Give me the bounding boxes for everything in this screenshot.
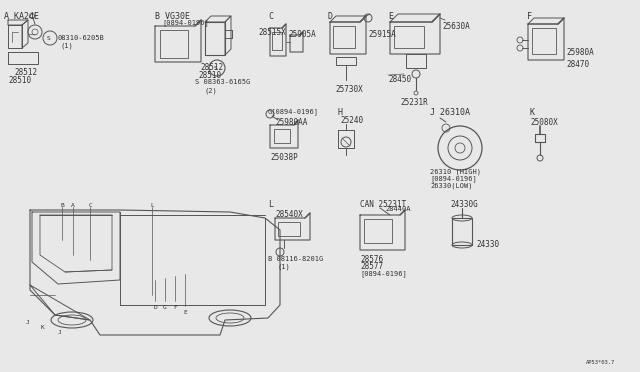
Text: (1): (1) [60, 42, 73, 48]
Text: G: G [163, 305, 167, 310]
Text: A: A [71, 203, 75, 208]
Text: 25240: 25240 [340, 116, 363, 125]
Text: 28512: 28512 [14, 68, 37, 77]
Text: 28470: 28470 [566, 60, 589, 69]
Bar [272, 32, 282, 50]
Text: B VG30E: B VG30E [155, 12, 190, 21]
Text: S: S [46, 35, 50, 41]
Text: 25905A: 25905A [288, 30, 316, 39]
Bar [336, 57, 356, 65]
Text: 25730X: 25730X [335, 85, 363, 94]
Text: 28440A: 28440A [385, 206, 410, 212]
Text: [0894-0196]: [0894-0196] [360, 270, 407, 277]
Text: (1): (1) [278, 263, 291, 269]
Bar [8, 52, 38, 64]
Text: 25231R: 25231R [400, 98, 428, 107]
Bar [274, 129, 290, 143]
Text: F: F [173, 305, 177, 310]
Text: C: C [88, 203, 92, 208]
Text: 28450: 28450 [388, 75, 411, 84]
Text: B 08116-8201G: B 08116-8201G [268, 256, 323, 262]
Text: [0894-0196]: [0894-0196] [430, 175, 477, 182]
Text: J 26310A: J 26310A [430, 108, 470, 117]
Text: AP53*03.7: AP53*03.7 [586, 360, 615, 365]
Text: 28515X: 28515X [258, 28, 285, 37]
Bar [364, 219, 392, 243]
Text: 28512: 28512 [200, 63, 223, 72]
Text: J: J [58, 330, 62, 335]
Text: 26310 (HIGH): 26310 (HIGH) [430, 168, 481, 174]
Text: B: B [60, 203, 64, 208]
Text: 25915A: 25915A [368, 30, 396, 39]
Text: 25038P: 25038P [270, 153, 298, 162]
Text: E: E [388, 12, 393, 21]
Text: C: C [268, 12, 273, 21]
Text: A KA24E: A KA24E [4, 12, 39, 21]
Text: (2): (2) [205, 87, 218, 93]
Text: 25980AA: 25980AA [275, 118, 307, 127]
Text: 26330(LOW): 26330(LOW) [430, 182, 472, 189]
Text: 28577: 28577 [360, 262, 383, 271]
Text: 25630A: 25630A [442, 22, 470, 31]
Text: L: L [268, 200, 273, 209]
Text: S: S [213, 65, 217, 71]
Text: [0894-0196]: [0894-0196] [162, 19, 209, 26]
Text: 08310-6205B: 08310-6205B [57, 35, 104, 41]
Text: 28510: 28510 [198, 71, 221, 80]
Text: 25080X: 25080X [530, 118, 557, 127]
Text: F: F [527, 12, 532, 21]
Text: D: D [153, 305, 157, 310]
Text: K: K [530, 108, 535, 117]
Text: H: H [338, 108, 343, 117]
Bar [394, 26, 424, 48]
Text: 28576: 28576 [360, 255, 383, 264]
Text: CAN 25231T: CAN 25231T [360, 200, 406, 209]
Bar [278, 222, 300, 236]
Text: 24330: 24330 [476, 240, 499, 249]
Bar [333, 26, 355, 48]
Text: L: L [150, 203, 154, 208]
Text: D: D [328, 12, 333, 21]
Text: K: K [40, 325, 44, 330]
Text: G[0894-0196]: G[0894-0196] [268, 108, 319, 115]
Text: J: J [26, 320, 30, 325]
Text: 24330G: 24330G [450, 200, 477, 209]
Bar [532, 28, 556, 54]
Text: 28540X: 28540X [275, 210, 303, 219]
Text: 25980A: 25980A [566, 48, 594, 57]
Text: E: E [183, 310, 187, 315]
Text: 28510: 28510 [8, 76, 31, 85]
Bar [160, 30, 188, 58]
Text: S 08363-6165G: S 08363-6165G [195, 79, 250, 85]
